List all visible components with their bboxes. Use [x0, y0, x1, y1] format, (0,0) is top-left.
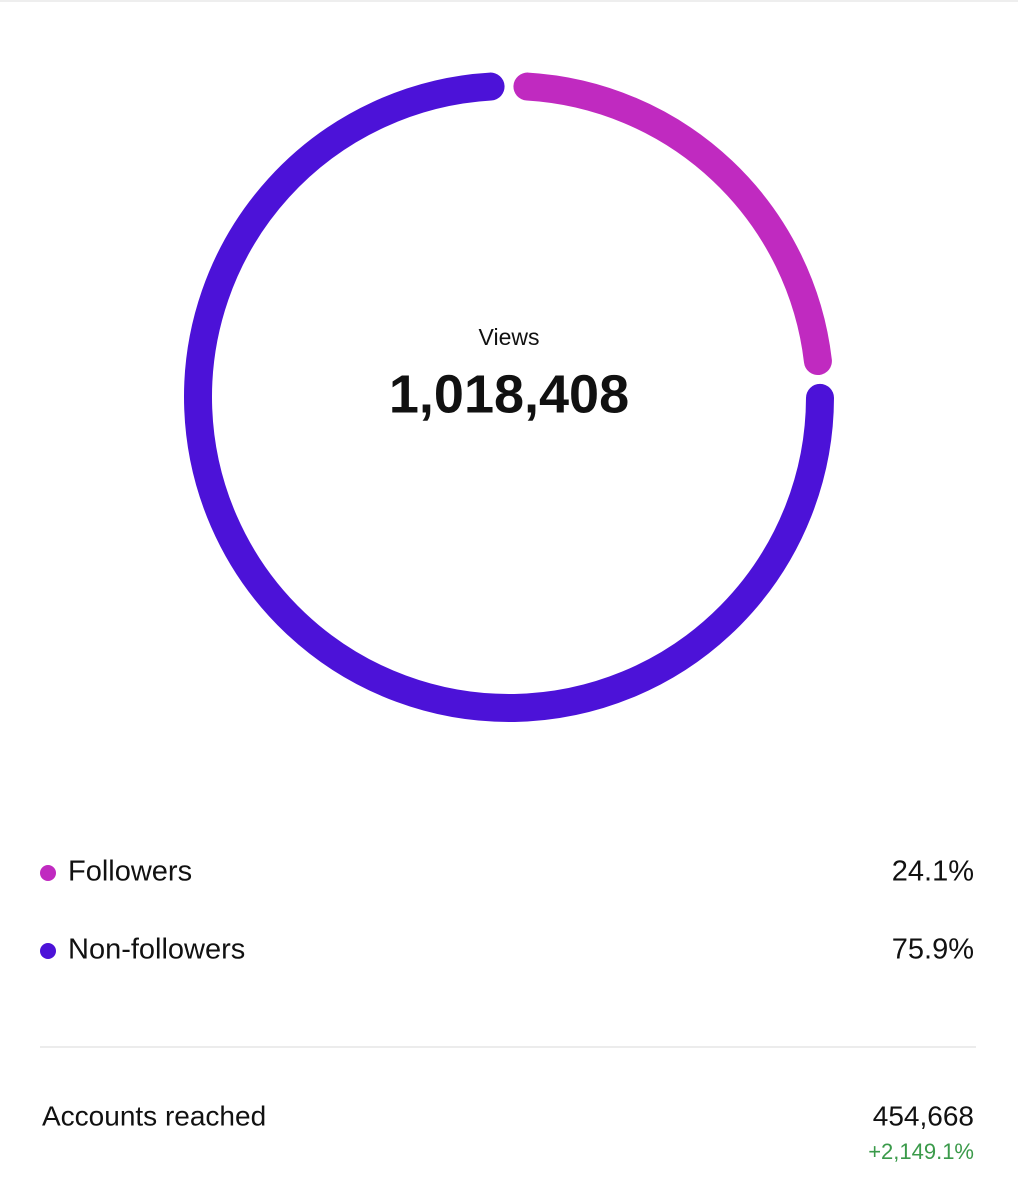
legend-dot: [40, 865, 56, 881]
legend-label: Followers: [68, 856, 192, 888]
summary-change: +2,149.1%: [868, 1139, 974, 1164]
legend-dot: [40, 943, 56, 959]
center-label: Views: [479, 324, 540, 350]
legend-value: 75.9%: [892, 934, 974, 966]
legend-label: Non-followers: [68, 934, 245, 966]
donut-segment: [184, 72, 834, 722]
center-value: 1,018,408: [389, 364, 629, 424]
summary-value: 454,668: [873, 1100, 974, 1131]
donut-segment: [513, 72, 832, 376]
legend-value: 24.1%: [892, 856, 974, 888]
summary-label: Accounts reached: [42, 1100, 266, 1131]
